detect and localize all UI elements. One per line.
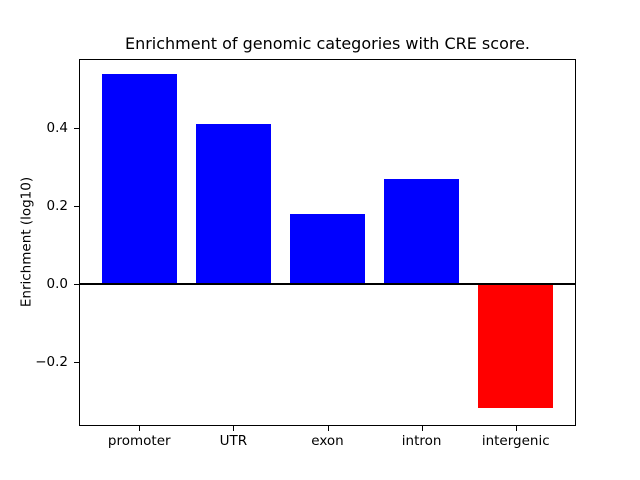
y-tick-label: −0.2 <box>35 353 68 370</box>
x-tick-label-intron: intron <box>401 433 442 449</box>
bar-intergenic <box>478 283 554 409</box>
x-tick <box>422 426 423 431</box>
bar-exon <box>289 213 366 284</box>
x-tick-label-promoter: promoter <box>107 433 171 449</box>
zero-line <box>79 283 576 285</box>
bar-UTR <box>195 124 272 284</box>
x-tick <box>516 426 517 431</box>
x-tick <box>233 426 234 431</box>
x-tick-label-exon: exon <box>311 433 344 449</box>
x-tick-label-intergenic: intergenic <box>481 433 550 449</box>
bar-intron <box>383 178 460 284</box>
chart-title: Enrichment of genomic categories with CR… <box>124 34 531 53</box>
x-tick-label-UTR: UTR <box>219 433 248 449</box>
axes-frame <box>79 59 576 426</box>
y-tick-label: 0.2 <box>46 198 68 215</box>
y-tick <box>74 284 79 285</box>
x-tick <box>328 426 329 431</box>
y-tick <box>74 362 79 363</box>
y-tick-label: 0.4 <box>46 120 68 137</box>
bar-promoter <box>101 73 177 284</box>
x-tick <box>139 426 140 431</box>
y-tick-label: 0.0 <box>46 275 68 292</box>
y-tick <box>74 128 79 129</box>
y-tick <box>74 206 79 207</box>
